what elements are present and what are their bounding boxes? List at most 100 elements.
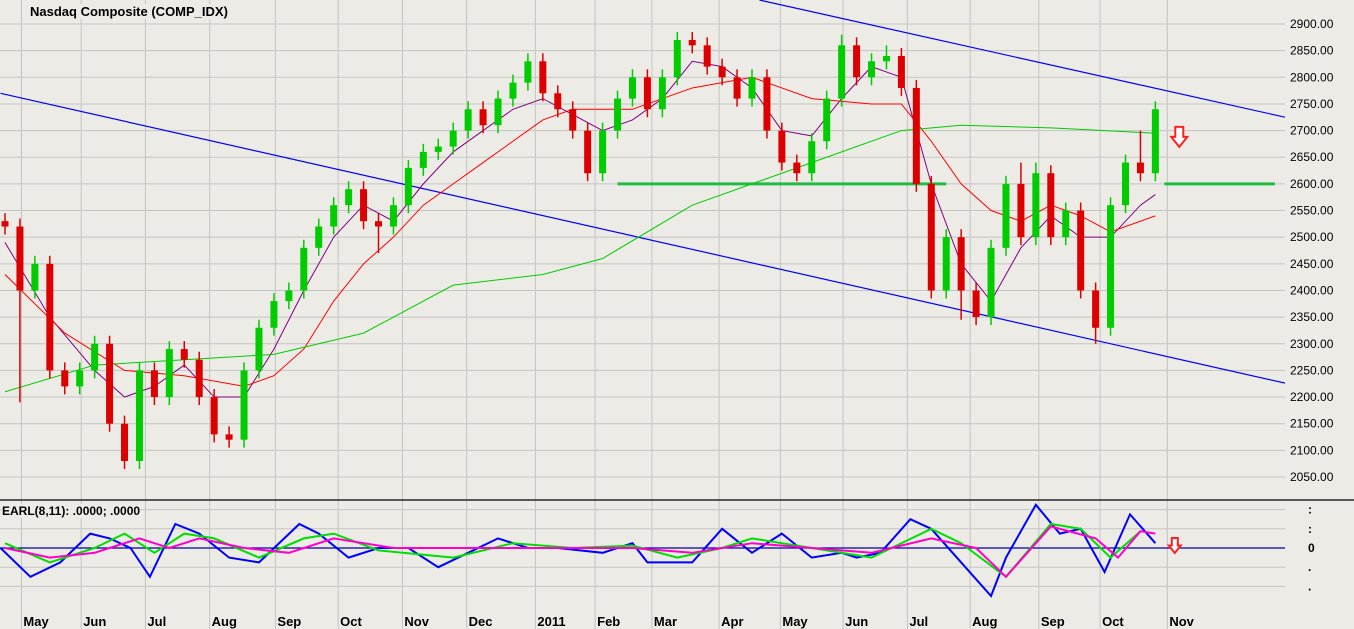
y-tick-label: 2050.00 bbox=[1290, 470, 1334, 484]
moving-average-line bbox=[4, 124, 1156, 393]
indicator-tick-label: : bbox=[1308, 503, 1312, 517]
x-tick-label: Aug bbox=[972, 614, 997, 629]
candle-body bbox=[673, 39, 681, 78]
trendline bbox=[759, 0, 1285, 118]
y-tick-label: 2200.00 bbox=[1290, 390, 1334, 404]
x-tick-label: Sep bbox=[277, 614, 301, 629]
y-tick-label: 2100.00 bbox=[1290, 443, 1334, 457]
candle-body bbox=[165, 349, 173, 398]
candle-body bbox=[210, 397, 218, 435]
x-tick-label: Jul bbox=[909, 614, 928, 629]
candle-body bbox=[330, 205, 338, 227]
candle-body bbox=[1077, 210, 1085, 291]
candle-body bbox=[942, 237, 950, 291]
candle-body bbox=[61, 370, 69, 387]
y-tick-label: 2600.00 bbox=[1290, 177, 1334, 191]
candle-body bbox=[150, 370, 158, 398]
indicator-tick-label: . bbox=[1308, 560, 1311, 574]
y-tick-label: 2400.00 bbox=[1290, 283, 1334, 297]
candle-body bbox=[957, 237, 965, 291]
candle-body bbox=[733, 77, 741, 99]
candle-body bbox=[1122, 162, 1129, 206]
indicator-line bbox=[4, 525, 1156, 579]
y-tick-label: 2900.00 bbox=[1290, 17, 1334, 31]
indicator-down-arrow-icon bbox=[1166, 537, 1183, 555]
x-tick-label: 2011 bbox=[537, 614, 565, 629]
candle-body bbox=[76, 370, 84, 387]
y-tick-label: 2450.00 bbox=[1290, 257, 1334, 271]
candle-body bbox=[300, 247, 308, 291]
x-tick-label: Jun bbox=[83, 614, 106, 629]
candle-body bbox=[1107, 205, 1115, 328]
candle-body bbox=[434, 146, 442, 152]
candle-body bbox=[524, 61, 532, 83]
candle-body bbox=[464, 109, 472, 131]
trendline bbox=[0, 92, 1285, 384]
y-tick-label: 2700.00 bbox=[1290, 124, 1334, 138]
candle-body bbox=[643, 77, 651, 110]
candle-body bbox=[838, 45, 846, 99]
candle-body bbox=[419, 151, 427, 168]
candle-body bbox=[509, 82, 517, 99]
candle-body bbox=[853, 45, 861, 78]
candle-body bbox=[778, 130, 786, 163]
candle-body bbox=[703, 45, 711, 67]
price-panel bbox=[0, 0, 1285, 470]
indicator-tick-label: . bbox=[1308, 579, 1311, 593]
candle-body bbox=[225, 434, 233, 440]
moving-average-line bbox=[4, 60, 1156, 398]
x-tick-label: May bbox=[782, 614, 808, 629]
x-tick-label: Nov bbox=[404, 614, 429, 629]
candle-body bbox=[808, 141, 816, 174]
x-tick-label: Oct bbox=[1102, 614, 1124, 629]
candle-body bbox=[255, 327, 263, 371]
candle-body bbox=[1017, 183, 1025, 238]
candle-body bbox=[793, 162, 801, 174]
candle-body bbox=[584, 130, 592, 174]
candle-body bbox=[927, 183, 935, 291]
x-tick-label: Jun bbox=[845, 614, 868, 629]
candle-body bbox=[718, 66, 726, 78]
candle-body bbox=[360, 189, 368, 222]
candle-body bbox=[315, 226, 323, 248]
candle-body bbox=[614, 98, 622, 131]
candle-body bbox=[91, 343, 99, 371]
down-arrow-icon bbox=[1169, 125, 1190, 149]
indicator-tick-label: : bbox=[1308, 522, 1312, 536]
x-tick-label: Aug bbox=[212, 614, 237, 629]
x-tick-label: Oct bbox=[340, 614, 362, 629]
candle-body bbox=[868, 61, 876, 78]
candle-body bbox=[345, 189, 353, 206]
y-tick-label: 2750.00 bbox=[1290, 97, 1334, 111]
candle-body bbox=[539, 61, 547, 94]
candle-body bbox=[404, 167, 412, 206]
candle-body bbox=[688, 39, 696, 46]
y-tick-label: 2250.00 bbox=[1290, 363, 1334, 377]
candle-body bbox=[554, 93, 562, 110]
candle-body bbox=[16, 226, 24, 291]
candle-body bbox=[599, 130, 607, 174]
x-tick-label: Jul bbox=[147, 614, 166, 629]
y-tick-label: 2550.00 bbox=[1290, 204, 1334, 218]
candle-body bbox=[479, 109, 487, 126]
candle-body bbox=[823, 98, 831, 142]
candle-body bbox=[494, 98, 502, 126]
candle-body bbox=[912, 87, 920, 184]
candle-body bbox=[569, 109, 577, 131]
candle-body bbox=[135, 370, 143, 462]
y-tick-label: 2800.00 bbox=[1290, 70, 1334, 84]
candle-body bbox=[180, 349, 188, 360]
candle-body bbox=[121, 423, 129, 462]
indicator-tick-label: 0 bbox=[1308, 541, 1315, 555]
candle-body bbox=[658, 77, 666, 110]
chart-title: Nasdaq Composite (COMP_IDX) bbox=[30, 4, 228, 19]
candle-body bbox=[240, 370, 248, 440]
candle-body bbox=[628, 77, 636, 99]
candle-body bbox=[987, 247, 995, 318]
candle-body bbox=[1, 221, 9, 227]
candle-body bbox=[31, 263, 39, 291]
x-tick-label: Mar bbox=[654, 614, 677, 629]
candle-body bbox=[1136, 162, 1144, 174]
candle-body bbox=[763, 77, 771, 131]
